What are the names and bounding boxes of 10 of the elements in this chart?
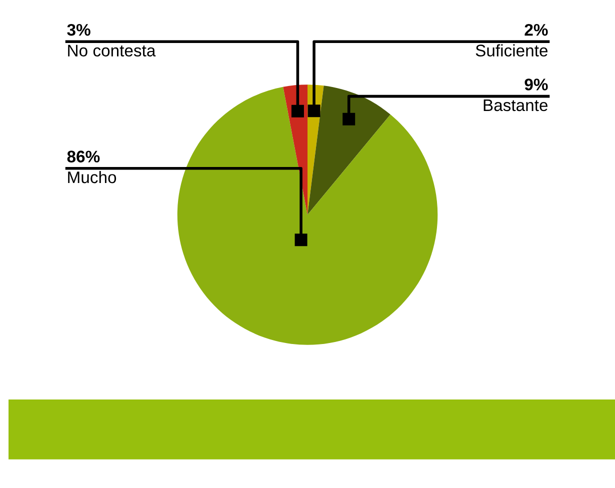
data-label: 86%	[67, 150, 100, 162]
slice-label: Suficiente	[476, 44, 548, 56]
data-label: 9%	[524, 78, 548, 90]
slice-label: No contesta	[68, 44, 156, 56]
data-label: 3%	[67, 24, 90, 36]
pie-slice	[177, 86, 438, 345]
slice-label: Bastante	[484, 100, 548, 112]
pie-slice	[308, 86, 390, 215]
data-label: 2%	[524, 24, 548, 36]
slice-label: Mucho	[68, 170, 116, 184]
